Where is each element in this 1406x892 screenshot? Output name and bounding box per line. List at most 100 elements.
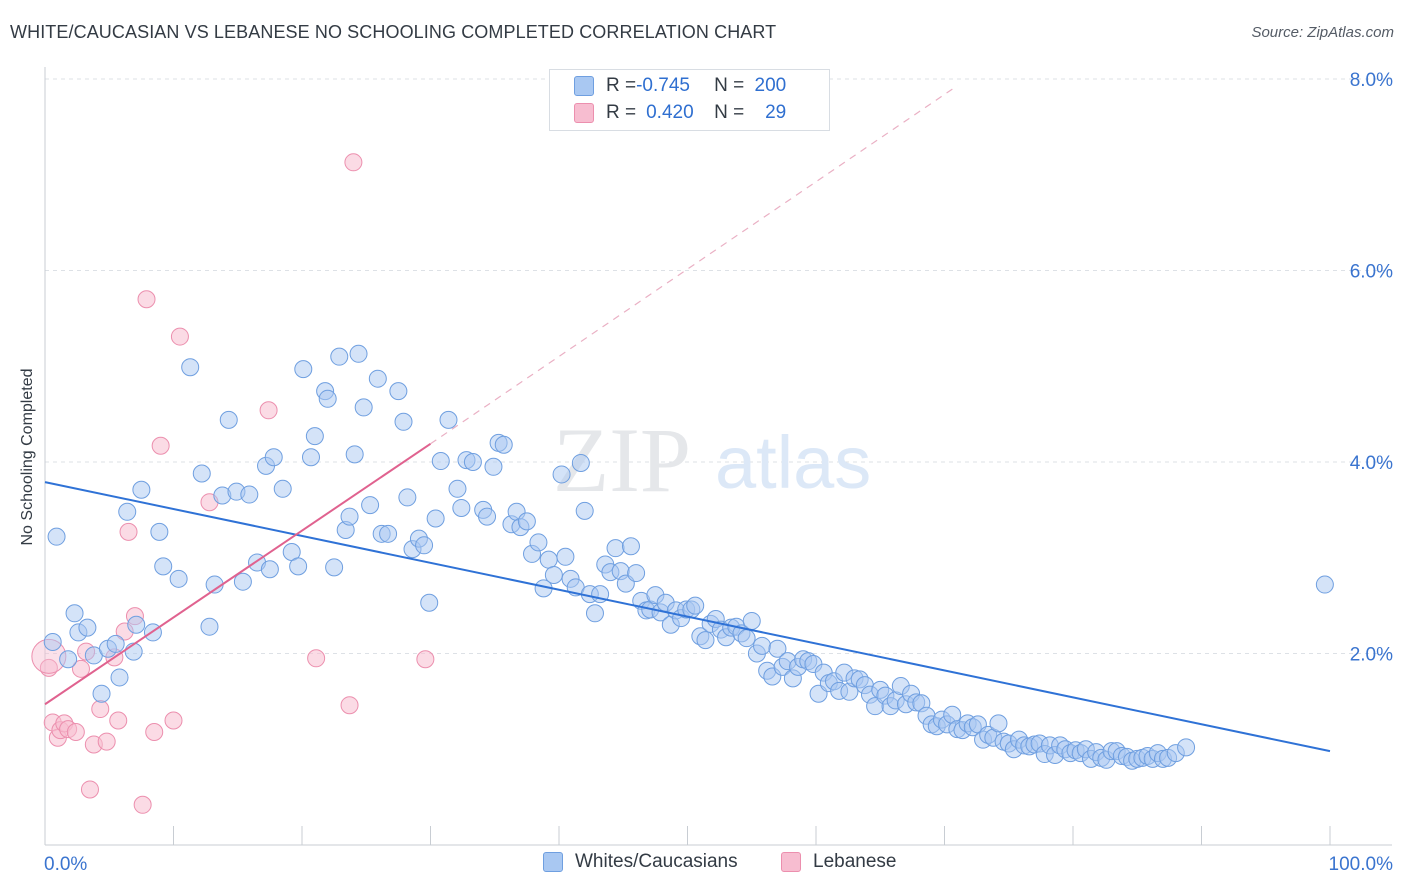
legend-row-lebanese: R = 0.420 N = 29: [574, 100, 786, 126]
white-caucasian-point: [154, 557, 173, 576]
white-caucasian-point: [124, 642, 143, 661]
white-caucasian-point: [737, 629, 756, 648]
lebanese-point: [39, 658, 58, 677]
white-caucasian-point: [1315, 575, 1334, 594]
white-caucasian-point: [585, 604, 604, 623]
lebanese-point: [71, 659, 90, 678]
y-tick-label: 2.0%: [1350, 645, 1393, 666]
lebanese-point: [151, 436, 170, 455]
white-caucasian-point: [439, 410, 458, 429]
source-credit: Source: ZipAtlas.com: [1251, 24, 1394, 41]
watermark-atlas: atlas: [715, 421, 871, 504]
lebanese-point: [109, 711, 128, 730]
white-caucasian-point: [132, 480, 151, 499]
white-caucasian-point: [529, 533, 548, 552]
white-caucasian-point: [330, 347, 349, 366]
legend-row-whites: R = -0.745 N = 200: [574, 73, 786, 99]
correlation-legend: R = -0.745 N = 200 R = 0.420 N = 29: [549, 69, 830, 131]
white-caucasian-point: [379, 524, 398, 543]
white-caucasian-point: [169, 569, 188, 588]
white-caucasian-point: [1177, 738, 1196, 757]
white-caucasian-point: [118, 502, 137, 521]
white-caucasian-point: [415, 536, 434, 555]
white-caucasian-point: [340, 507, 359, 526]
legend-r-value: -0.745: [636, 75, 690, 96]
lebanese-point: [164, 711, 183, 730]
legend-swatch-pink: [574, 103, 594, 123]
white-caucasian-point: [219, 410, 238, 429]
white-caucasian-point: [768, 639, 787, 658]
lebanese-point: [170, 327, 189, 346]
axes: [44, 67, 1392, 846]
white-caucasian-point: [484, 457, 503, 476]
white-caucasian-point: [452, 498, 471, 517]
white-caucasian-point: [150, 522, 169, 541]
lebanese-point: [344, 153, 363, 172]
white-caucasian-point: [240, 485, 259, 504]
white-caucasian-point: [349, 344, 368, 363]
white-caucasian-point: [556, 547, 575, 566]
white-caucasian-point: [539, 550, 558, 569]
legend-n-value: 29: [765, 102, 787, 123]
lebanese-point: [119, 522, 138, 541]
white-caucasian-point: [544, 565, 563, 584]
series-swatch-pink: [781, 852, 801, 872]
white-caucasian-point: [264, 448, 283, 467]
white-caucasian-point: [571, 453, 590, 472]
white-caucasian-points: [43, 344, 1334, 770]
white-caucasian-point: [110, 668, 129, 687]
white-caucasian-point: [260, 560, 279, 579]
white-caucasian-point: [200, 617, 219, 636]
lebanese-point: [259, 401, 278, 420]
legend-r-value: 0.420: [646, 102, 694, 123]
lebanese-point: [416, 650, 435, 669]
tick-labels: 2.0% 4.0% 6.0% 8.0% 0.0% 100.0%: [44, 70, 1393, 875]
white-caucasian-point: [127, 615, 146, 634]
lebanese-point: [137, 290, 156, 309]
white-caucasian-point: [354, 398, 373, 417]
white-caucasian-point: [426, 509, 445, 528]
legend-n-label: N =: [714, 102, 745, 123]
white-caucasian-point: [398, 488, 417, 507]
lebanese-point: [80, 780, 99, 799]
white-caucasian-point: [494, 435, 513, 454]
white-caucasian-point: [448, 479, 467, 498]
legend-r-label: R =: [606, 75, 637, 96]
whites-trend-line: [44, 481, 1331, 753]
white-caucasian-point: [368, 369, 387, 388]
white-caucasian-point: [233, 572, 252, 591]
white-caucasian-point: [389, 382, 408, 401]
y-tick-label: 8.0%: [1350, 70, 1393, 91]
white-caucasian-point: [78, 618, 97, 637]
white-caucasian-point: [294, 360, 313, 379]
trend-lines: [44, 85, 1331, 753]
legend-swatch-blue: [574, 76, 594, 96]
lebanese-point: [91, 700, 110, 719]
white-caucasian-point: [345, 445, 364, 464]
white-caucasian-point: [517, 512, 536, 531]
y-tick-label: 6.0%: [1350, 262, 1393, 283]
x-tick-label: 100.0%: [1329, 854, 1394, 875]
y-tick-label: 4.0%: [1350, 453, 1393, 474]
zipatlas-watermark: ZIP atlas: [553, 409, 871, 511]
series-label-whites: Whites/Caucasians: [575, 851, 738, 872]
x-tick-label: 0.0%: [44, 854, 87, 875]
white-caucasian-point: [552, 465, 571, 484]
white-caucasian-point: [273, 479, 292, 498]
lebanese-point: [307, 649, 326, 668]
white-caucasian-point: [478, 507, 497, 526]
white-caucasian-point: [753, 636, 772, 655]
white-caucasian-point: [575, 501, 594, 520]
white-caucasian-point: [59, 650, 78, 669]
legend-r-label: R =: [606, 102, 637, 123]
lebanese-trend-extension: [430, 85, 958, 445]
white-caucasian-point: [289, 557, 308, 576]
white-caucasian-point: [43, 633, 62, 652]
white-caucasian-point: [627, 564, 646, 583]
white-caucasian-point: [65, 604, 84, 623]
white-caucasian-point: [361, 496, 380, 515]
legend-n-value: 200: [754, 75, 787, 96]
white-caucasian-point: [606, 539, 625, 558]
series-legend: Whites/Caucasians Lebanese: [0, 851, 1406, 879]
